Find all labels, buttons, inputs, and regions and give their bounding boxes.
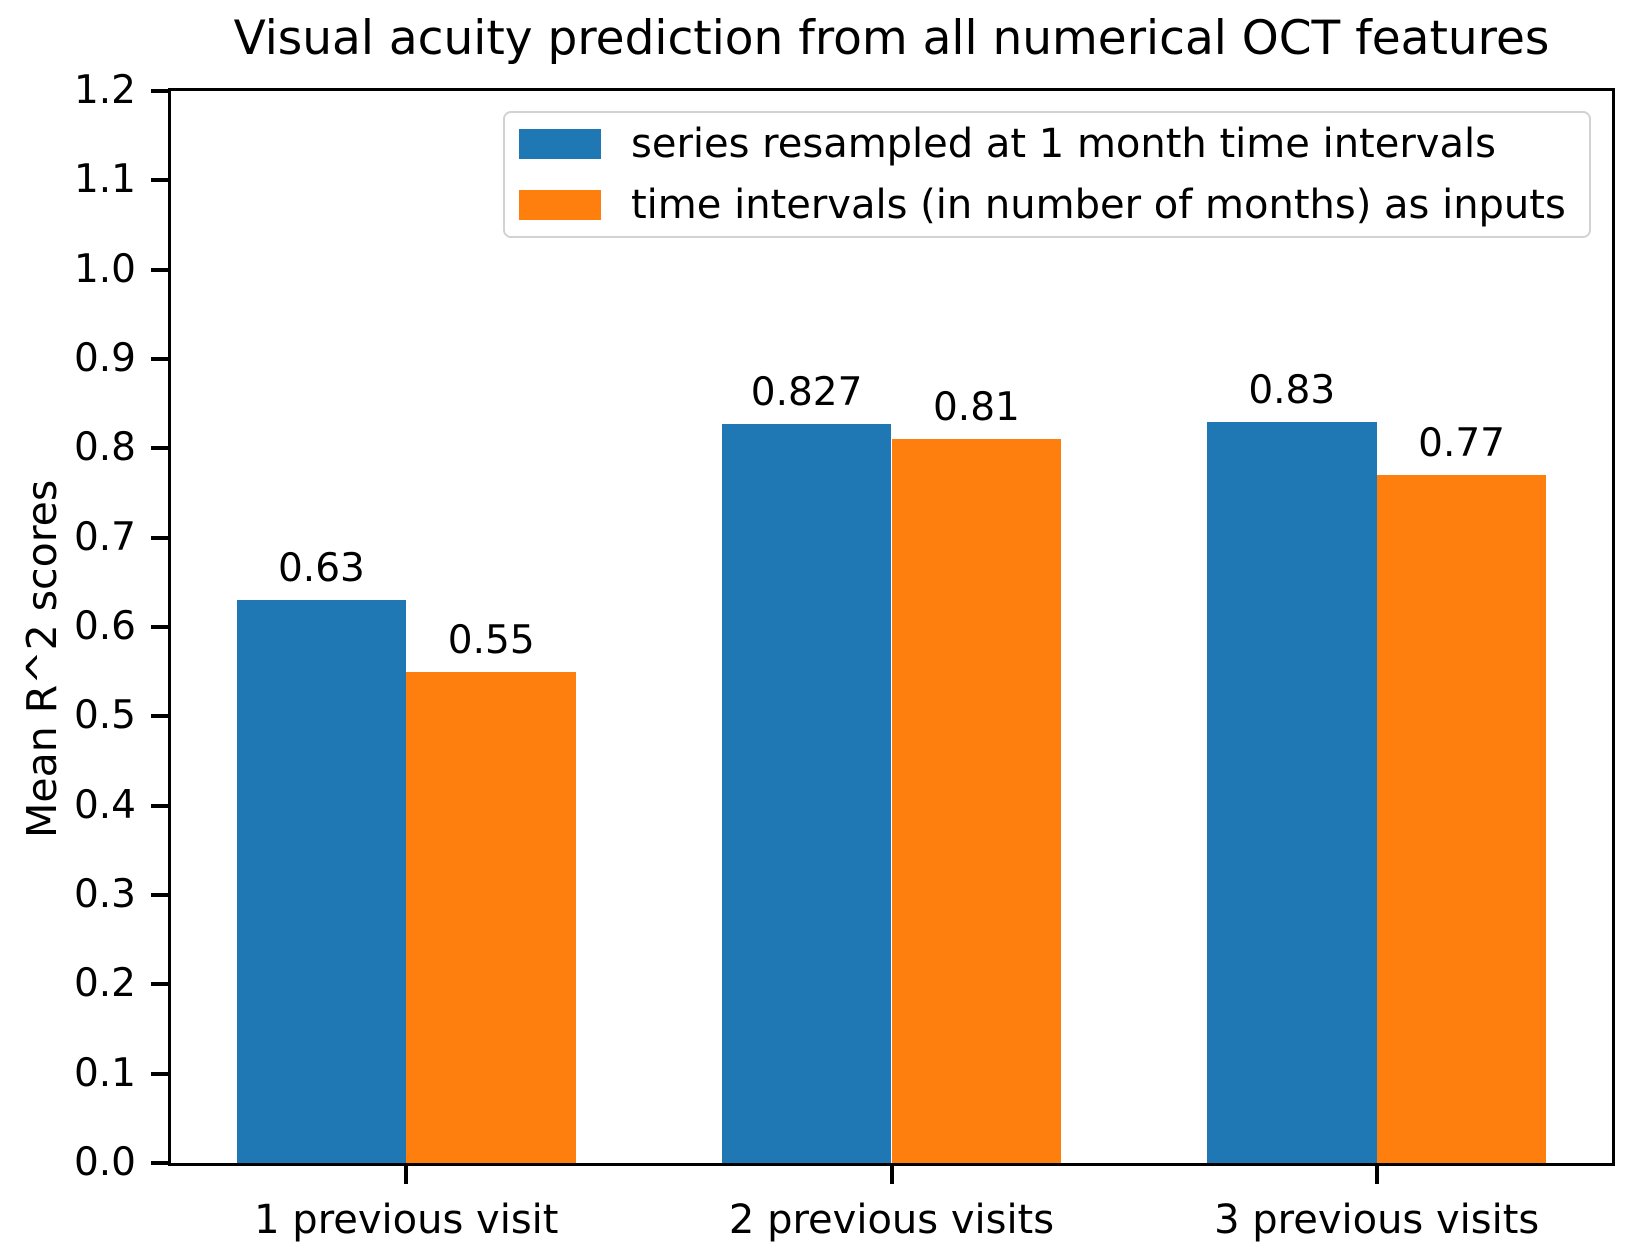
y-tick-mark xyxy=(151,267,168,272)
y-tick-mark xyxy=(151,1071,168,1076)
x-tick-mark xyxy=(404,1166,409,1184)
plot-area: 0.0 0.1 0.2 0.3 0.4 0.5 0.6 0.7 0.8 0.9 1.0 1.1 1.2 1… xyxy=(74,68,1615,1243)
y-tick-mark xyxy=(151,357,168,361)
y-tick-mark xyxy=(151,714,168,719)
y-tick-label: 0.7 xyxy=(73,514,136,560)
y-tick-mark xyxy=(151,446,168,451)
y-tick-label: 1.1 xyxy=(73,157,136,203)
legend-swatch-blue xyxy=(519,129,601,159)
y-tick-mark xyxy=(151,535,168,540)
y-tick-label: 1.2 xyxy=(73,68,136,113)
y-tick-label: 1.0 xyxy=(73,246,136,292)
y-tick-label: 0.9 xyxy=(73,336,136,381)
bar-value-label: 0.827 xyxy=(750,370,863,416)
y-tick-label: 0.2 xyxy=(73,961,136,1007)
y-tick-mark xyxy=(151,89,168,93)
x-tick-label: 1 previous visit xyxy=(254,1197,559,1243)
bar-value-label: 0.63 xyxy=(277,546,365,592)
y-tick-label: 0.0 xyxy=(73,1140,136,1185)
legend-item-blue: series resampled at 1 month time interva… xyxy=(519,114,1589,175)
x-tick-mark xyxy=(1374,1166,1379,1184)
y-tick-label: 0.5 xyxy=(73,693,136,739)
y-tick-mark xyxy=(151,1161,168,1165)
legend-label-blue: series resampled at 1 month time interva… xyxy=(631,121,1496,167)
legend-item-orange: time intervals (in number of months) as … xyxy=(519,175,1589,236)
bar-value-label: 0.55 xyxy=(447,617,535,663)
y-tick-mark xyxy=(151,625,168,629)
y-tick-label: 0.3 xyxy=(73,872,136,917)
bar-orange xyxy=(1376,475,1547,1163)
y-tick-mark xyxy=(151,803,168,808)
y-tick-mark xyxy=(151,982,168,987)
legend-label-orange: time intervals (in number of months) as … xyxy=(631,182,1566,228)
legend-swatch-orange xyxy=(519,190,601,220)
y-tick-label: 0.1 xyxy=(73,1050,136,1096)
chart-title: Visual acuity prediction from all numeri… xyxy=(233,11,1550,66)
y-tick-label: 0.6 xyxy=(73,604,136,649)
x-tick-label: 3 previous visits xyxy=(1214,1197,1540,1243)
bar-orange xyxy=(406,671,577,1163)
bar-value-label: 0.81 xyxy=(932,385,1020,431)
bar-blue xyxy=(721,424,892,1163)
bar-value-label: 0.77 xyxy=(1418,421,1505,467)
legend: series resampled at 1 month time interva… xyxy=(503,111,1591,238)
y-tick-mark xyxy=(151,893,168,897)
bar-blue xyxy=(1206,421,1377,1163)
bar-blue xyxy=(236,600,407,1163)
y-tick-mark xyxy=(151,178,168,183)
bar-value-label: 0.83 xyxy=(1248,367,1336,413)
bar-orange xyxy=(891,439,1062,1163)
y-tick-label: 0.4 xyxy=(73,782,136,828)
y-tick-label: 0.8 xyxy=(73,425,136,471)
x-tick-label: 2 previous visits xyxy=(728,1197,1055,1243)
x-tick-mark xyxy=(889,1166,894,1184)
